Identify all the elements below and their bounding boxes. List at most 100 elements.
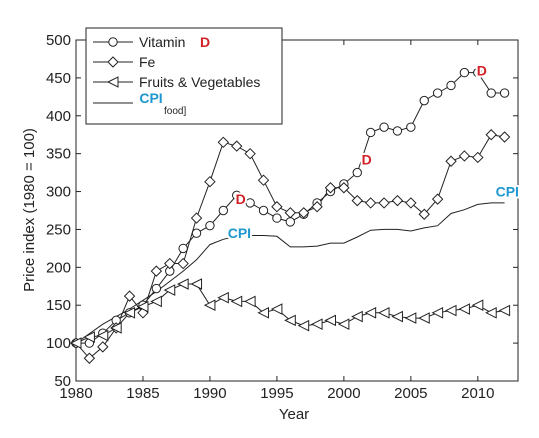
data-point-2 [217,291,229,304]
y-axis-label: Price index (1980 = 100) [21,128,38,292]
data-point-2 [284,314,296,327]
data-point-1 [458,150,471,162]
annotation-label: CPI [496,184,519,200]
data-point-2 [150,295,162,308]
y-tick-label: 200 [46,259,71,276]
data-point-1 [391,194,404,207]
data-point-2 [163,284,176,296]
data-point-2 [337,318,350,330]
data-point-2 [230,295,243,308]
y-tick-label: 100 [46,335,71,352]
legend-label-subscript: food] [164,106,186,117]
legend-label: Fruits & Vegetables [139,74,260,90]
data-point-2 [377,306,390,319]
annotations: D CPI D CPI D [226,60,521,243]
data-point-2 [257,306,270,319]
annotation-label: D [236,191,246,207]
legend-box [85,27,283,125]
data-point-2 [458,303,470,315]
data-point-0 [379,122,389,132]
data-point-2 [310,318,323,330]
data-point-2 [203,299,216,312]
x-tick-label: 2010 [461,385,494,402]
data-point-1 [231,140,243,152]
data-point-2 [177,278,189,290]
data-point-0 [473,67,483,78]
data-point-2 [96,329,109,342]
data-point-2 [69,337,82,349]
data-point-1 [257,174,270,186]
data-point-2 [444,304,457,317]
data-point-1 [177,257,189,270]
data-point-0 [272,213,282,223]
data-point-0 [218,205,229,216]
annotation-label: D [477,62,487,78]
data-point-1 [271,201,283,213]
data-point-0 [191,228,202,238]
legend-label-tag: CPI [139,90,162,106]
data-point-2 [190,278,203,290]
data-point-0 [486,88,496,98]
legend-label: Fe [139,54,156,70]
data-point-1 [364,197,377,209]
data-point-0 [285,217,296,227]
data-point-0 [432,88,443,98]
legend-label: Vitamin [139,34,185,50]
data-point-2 [324,314,336,327]
y-axis-ticks: 50 100 150 200 250 300 350 400 450 500 [46,32,518,390]
data-point-1 [83,352,96,364]
data-point-2 [123,306,136,319]
series-markers [69,67,511,364]
series-line-3 [75,202,505,344]
data-point-2 [244,295,256,308]
y-tick-label: 400 [46,108,71,125]
legend-marker [106,76,119,88]
data-point-0 [499,88,510,98]
y-tick-label: 150 [46,297,71,314]
data-point-1 [445,155,457,167]
data-point-0 [406,122,416,132]
x-tick-label: 2000 [327,385,360,402]
data-point-0 [419,95,429,106]
x-axis-label: Year [279,406,309,423]
data-point-2 [83,331,95,343]
data-point-0 [205,220,215,231]
x-tick-label: 1995 [260,385,293,402]
legend-marker [108,37,118,47]
data-point-0 [245,198,255,208]
plot-frame [75,39,519,382]
y-tick-label: 500 [46,32,71,49]
data-point-1 [324,182,337,194]
data-point-1 [338,182,350,194]
data-point-2 [364,306,377,319]
annotation-label: D [362,152,372,168]
data-point-1 [123,290,136,302]
data-point-1 [498,131,511,143]
data-point-0 [459,67,470,78]
data-point-2 [498,304,511,317]
data-point-1 [378,197,390,209]
data-point-1 [472,151,484,164]
data-point-2 [485,306,497,319]
x-tick-label: 1990 [193,385,226,402]
y-tick-label: 350 [46,146,71,163]
data-point-0 [178,243,188,254]
data-point-1 [164,257,176,270]
data-point-1 [297,207,310,219]
data-point-1 [244,147,256,160]
y-tick-label: 300 [46,184,71,201]
data-point-1 [311,201,323,213]
data-point-0 [446,80,456,91]
data-point-2 [404,312,417,324]
data-point-1 [351,194,363,207]
data-point-1 [204,175,216,188]
x-tick-label: 2005 [394,385,427,402]
data-point-1 [431,193,444,205]
data-point-1 [217,136,230,149]
data-point-0 [392,126,403,136]
data-point-1 [97,341,109,353]
legend-label-tag: D [200,34,210,50]
data-point-0 [232,190,242,201]
